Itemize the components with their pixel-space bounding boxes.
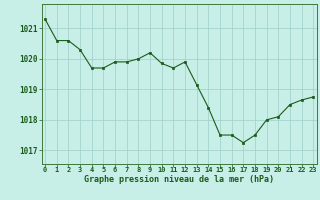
X-axis label: Graphe pression niveau de la mer (hPa): Graphe pression niveau de la mer (hPa) bbox=[84, 175, 274, 184]
